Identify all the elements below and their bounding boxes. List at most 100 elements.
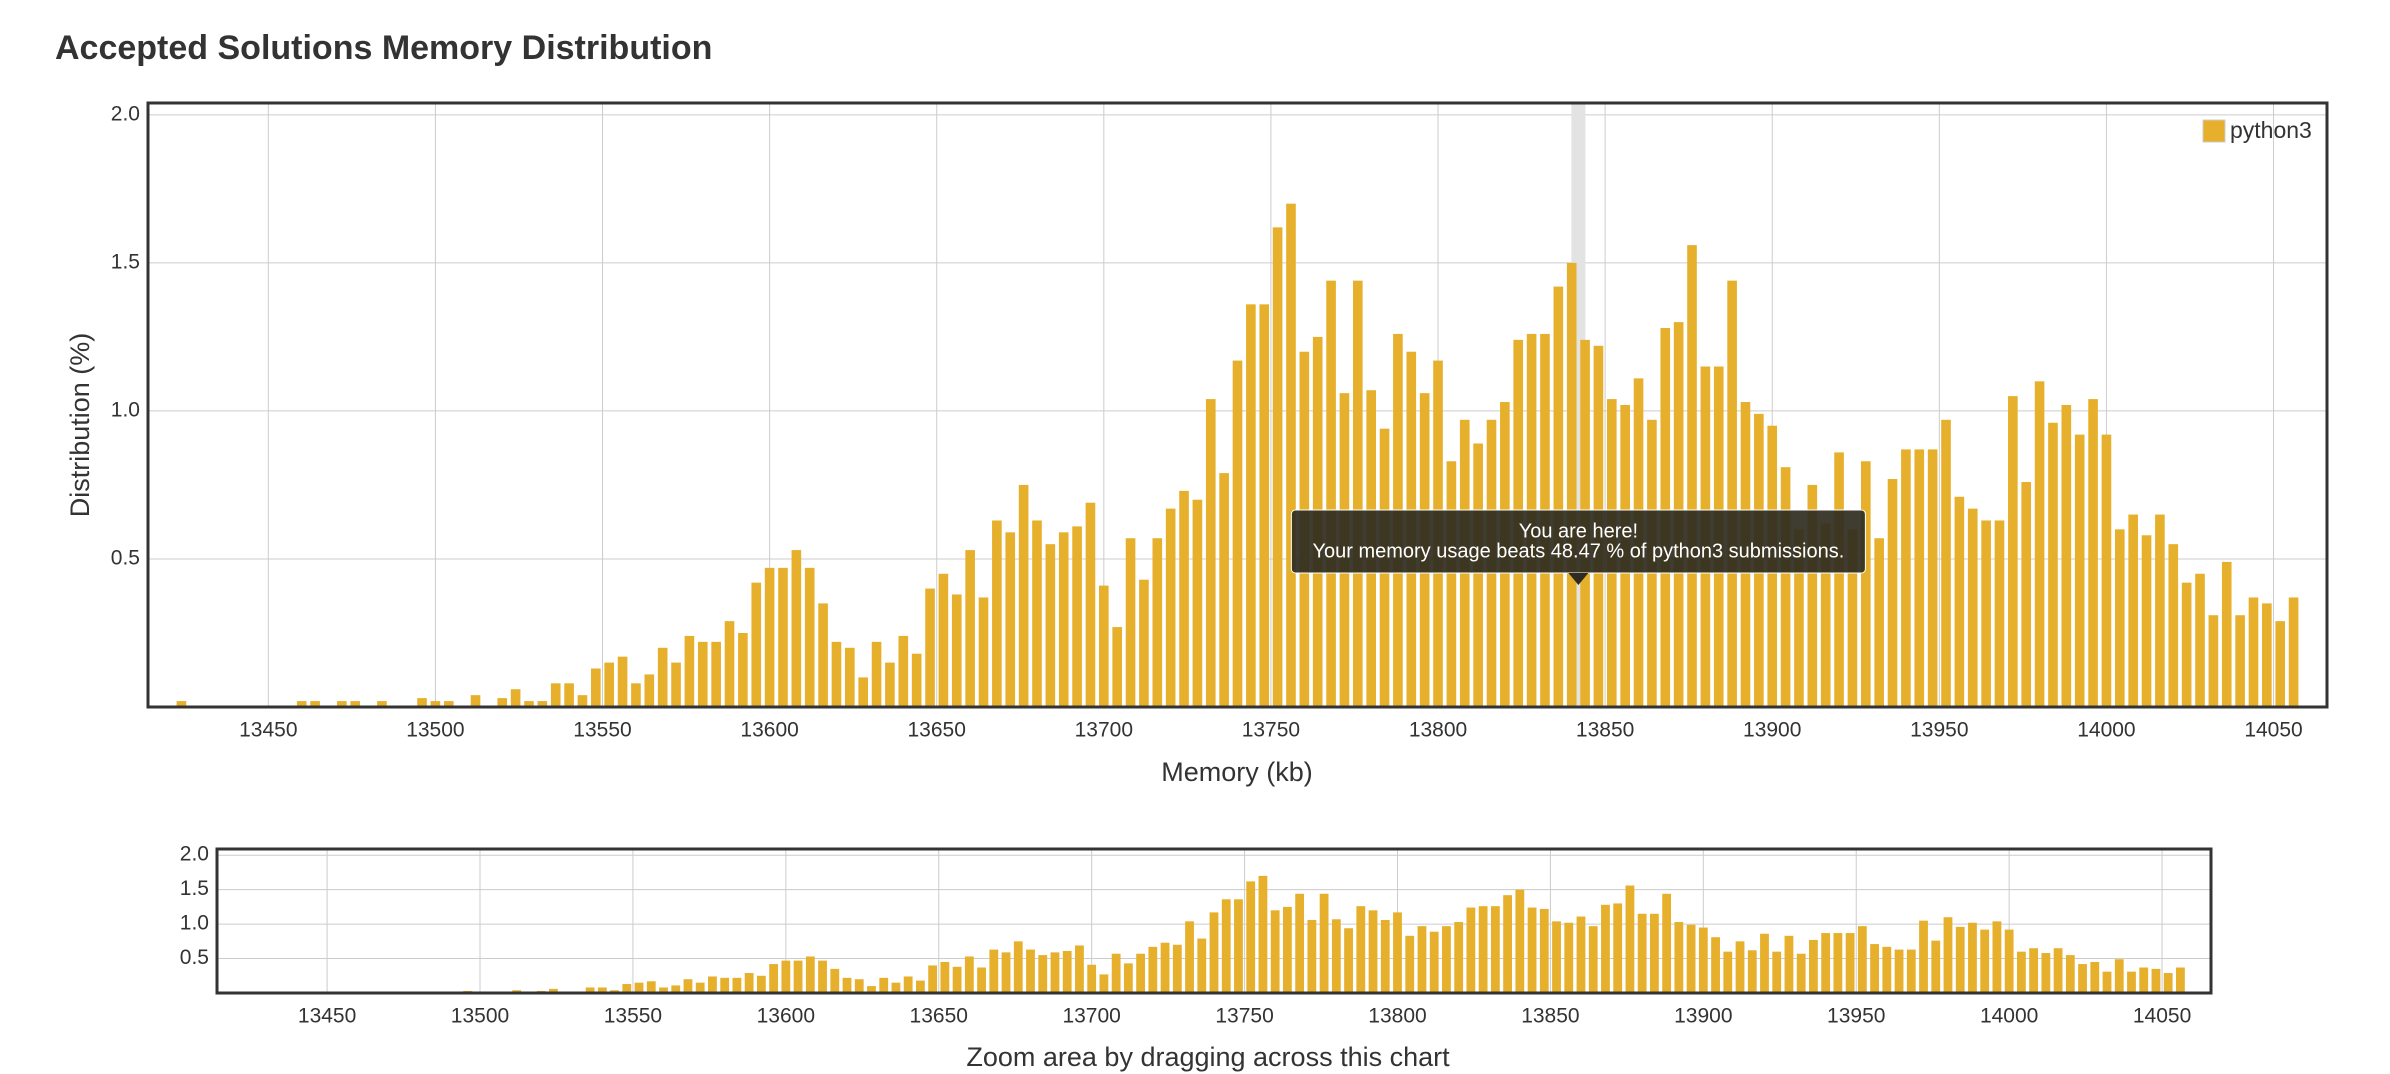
bar [2176,967,2185,993]
bar [903,976,913,993]
bar [951,594,962,707]
x-tick-label: 13750 [1215,1005,1273,1028]
bar [1834,452,1844,707]
bar [1992,921,2002,993]
bar [1172,944,1182,993]
bar [1847,529,1858,707]
bar [430,701,441,707]
bar [940,961,950,993]
y-tick-label: 0.5 [180,946,209,969]
bar [891,982,901,993]
bar [764,567,775,707]
bar [1833,933,1843,993]
bar [1576,916,1586,993]
bar [604,662,615,707]
bar [1968,922,1977,993]
bar [1955,926,1965,993]
bar [622,984,632,993]
bar [842,977,852,993]
x-tick-label: 13900 [1674,1005,1732,1028]
bar [2041,953,2051,993]
x-tick-label: 13500 [406,719,464,742]
bar [1246,881,1256,993]
bar [1515,889,1525,993]
bar [549,988,558,993]
bar [1698,927,1708,993]
bar [1954,496,1965,707]
bar [854,979,864,993]
x-tick-label: 13600 [757,1005,815,1028]
bar [1442,926,1451,993]
bar [1796,953,1806,993]
bar [2065,955,2075,993]
bar [756,975,766,993]
bar [830,968,840,993]
x-tick-label: 13700 [1075,719,1133,742]
bar [2088,399,2098,707]
bar [2262,603,2272,707]
bar [1723,951,1733,993]
x-tick-label: 14000 [1980,1005,2038,1028]
bar [1192,499,1203,707]
bar [631,683,641,707]
bar [1446,461,1457,707]
bar [1087,964,1097,993]
bar [657,647,668,707]
bar [977,967,986,993]
bar [1994,520,2005,707]
bar [1160,942,1170,993]
bar [1490,906,1500,993]
bar [1282,906,1292,993]
bar [791,550,802,707]
bar [1380,919,1390,993]
bar [818,960,827,993]
y-tick-label: 1.5 [111,250,140,273]
x-tick-label: 13550 [604,1005,662,1028]
bar [1927,449,1938,707]
bar [1466,907,1476,993]
bar [1085,502,1096,707]
bar [684,635,695,707]
bar [591,668,601,707]
bar [1018,484,1029,707]
tooltip-text: Your memory usage beats 48.47 % of pytho… [1312,540,1844,562]
bar [1209,912,1219,993]
bar [1099,585,1109,707]
bar [2078,964,2087,993]
x-tick-label: 13800 [1409,719,1467,742]
bar [1179,490,1189,707]
bar [1125,538,1136,707]
bar [1735,941,1745,993]
chart-title: Accepted Solutions Memory Distribution [55,29,712,67]
bar [1981,520,1991,707]
y-tick-label: 1.0 [180,912,209,935]
x-tick-label: 13900 [1743,719,1801,742]
bar [1637,913,1647,993]
bar [1013,941,1023,993]
plot-border [146,101,2329,709]
bar [845,647,855,707]
bar [1344,928,1353,993]
bar [2163,973,2173,993]
bar [2288,597,2299,707]
bar [1941,419,1951,707]
x-tick-label: 13850 [1576,719,1634,742]
bar [1136,953,1146,993]
bar [1649,913,1659,993]
x-tick-label: 13750 [1242,719,1300,742]
bar [2248,597,2259,707]
y-axis-label: Distribution (%) [65,333,95,518]
bar [1914,449,1925,707]
y-tick-label: 2.0 [111,102,140,125]
bar [1870,944,1879,993]
bar [867,986,876,993]
bar [1662,893,1672,993]
bar [804,567,815,707]
bar [879,977,889,993]
bar [1219,473,1229,707]
y-tick-label: 0.5 [111,547,140,570]
bar [585,987,595,993]
bar [778,567,788,707]
bar [617,656,628,707]
y-tick-label: 2.0 [180,843,209,866]
